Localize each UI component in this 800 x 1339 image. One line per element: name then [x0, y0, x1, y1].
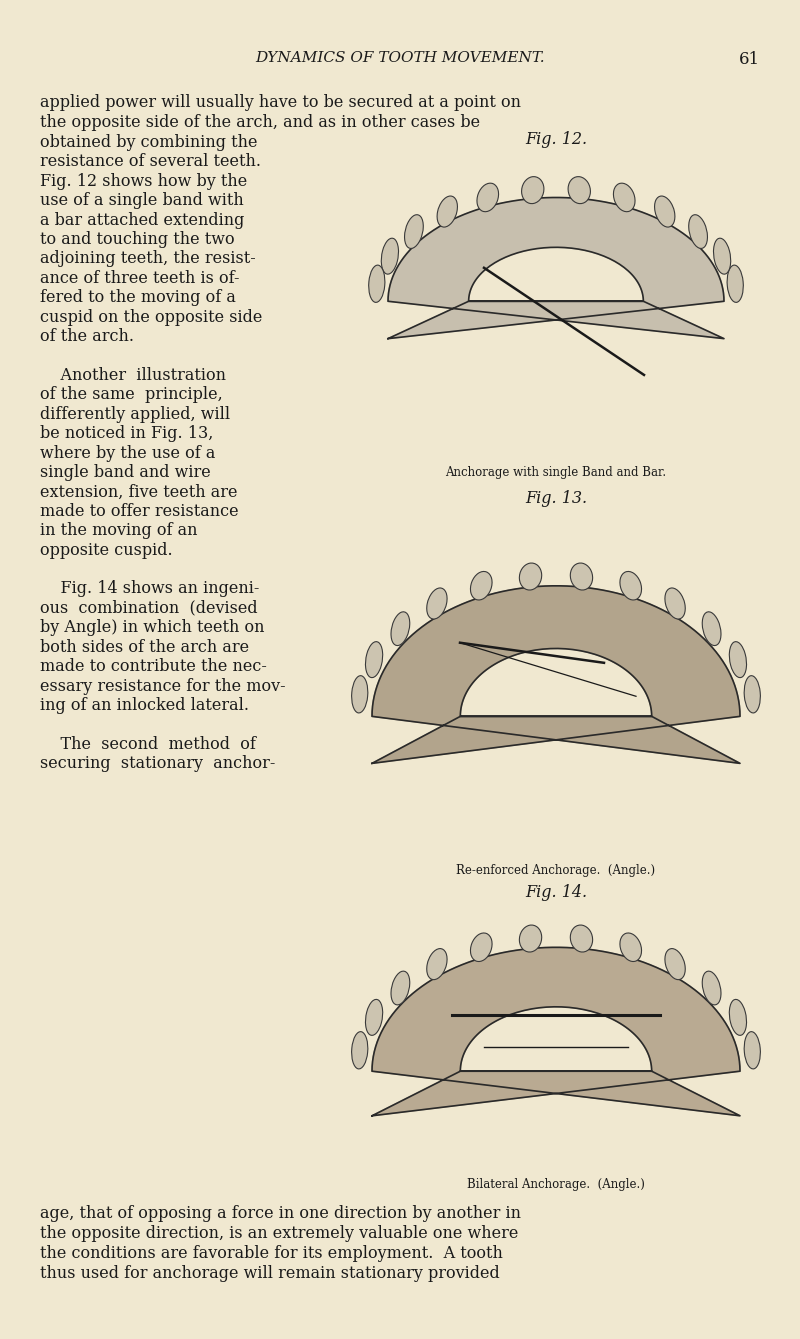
- Ellipse shape: [366, 999, 382, 1035]
- Ellipse shape: [382, 238, 398, 274]
- Text: cuspid on the opposite side: cuspid on the opposite side: [40, 308, 262, 325]
- Text: adjoining teeth, the resist-: adjoining teeth, the resist-: [40, 250, 256, 268]
- Ellipse shape: [391, 971, 410, 1004]
- Text: Anchorage with single Band and Bar.: Anchorage with single Band and Bar.: [446, 466, 666, 479]
- Text: fered to the moving of a: fered to the moving of a: [40, 289, 236, 307]
- Text: Fig. 14 shows an ingeni-: Fig. 14 shows an ingeni-: [40, 581, 259, 597]
- Text: ance of three teeth is of-: ance of three teeth is of-: [40, 270, 239, 287]
- Ellipse shape: [727, 265, 743, 303]
- Ellipse shape: [689, 214, 707, 249]
- Text: in the moving of an: in the moving of an: [40, 522, 198, 540]
- Text: ous  combination  (devised: ous combination (devised: [40, 600, 258, 617]
- Text: Re-enforced Anchorage.  (Angle.): Re-enforced Anchorage. (Angle.): [457, 864, 655, 877]
- Text: age, that of opposing a force in one direction by another in: age, that of opposing a force in one dir…: [40, 1205, 521, 1223]
- Ellipse shape: [714, 238, 730, 274]
- Text: of the same  principle,: of the same principle,: [40, 386, 222, 403]
- Text: Fig. 12.: Fig. 12.: [525, 131, 587, 149]
- Text: differently applied, will: differently applied, will: [40, 406, 230, 423]
- Ellipse shape: [470, 572, 492, 600]
- Polygon shape: [372, 586, 740, 763]
- Text: applied power will usually have to be secured at a point on: applied power will usually have to be se…: [40, 94, 521, 111]
- Text: obtained by combining the: obtained by combining the: [40, 134, 258, 151]
- Polygon shape: [372, 948, 740, 1115]
- Text: be noticed in Fig. 13,: be noticed in Fig. 13,: [40, 426, 214, 442]
- Text: DYNAMICS OF TOOTH MOVEMENT.: DYNAMICS OF TOOTH MOVEMENT.: [255, 51, 545, 64]
- Text: use of a single band with: use of a single band with: [40, 191, 244, 209]
- Text: thus used for anchorage will remain stationary provided: thus used for anchorage will remain stat…: [40, 1265, 500, 1283]
- Text: Bilateral Anchorage.  (Angle.): Bilateral Anchorage. (Angle.): [467, 1178, 645, 1192]
- Ellipse shape: [702, 612, 721, 645]
- Text: made to offer resistance: made to offer resistance: [40, 503, 238, 520]
- Ellipse shape: [620, 933, 642, 961]
- Ellipse shape: [568, 177, 590, 204]
- Text: 61: 61: [739, 51, 760, 68]
- Ellipse shape: [702, 971, 721, 1004]
- Ellipse shape: [730, 641, 746, 678]
- Text: of the arch.: of the arch.: [40, 328, 134, 345]
- Text: essary resistance for the mov-: essary resistance for the mov-: [40, 678, 286, 695]
- Text: both sides of the arch are: both sides of the arch are: [40, 639, 249, 656]
- Ellipse shape: [744, 1031, 760, 1069]
- Text: single band and wire: single band and wire: [40, 465, 210, 481]
- Text: the opposite direction, is an extremely valuable one where: the opposite direction, is an extremely …: [40, 1225, 518, 1243]
- Text: opposite cuspid.: opposite cuspid.: [40, 541, 173, 558]
- Text: a bar attached extending: a bar attached extending: [40, 212, 244, 229]
- Ellipse shape: [391, 612, 410, 645]
- Ellipse shape: [426, 948, 447, 980]
- Text: extension, five teeth are: extension, five teeth are: [40, 483, 238, 501]
- Polygon shape: [388, 198, 724, 339]
- Ellipse shape: [405, 214, 423, 249]
- Ellipse shape: [426, 588, 447, 619]
- Ellipse shape: [665, 948, 686, 980]
- Ellipse shape: [665, 588, 686, 619]
- Ellipse shape: [477, 183, 498, 212]
- Text: the opposite side of the arch, and as in other cases be: the opposite side of the arch, and as in…: [40, 114, 480, 131]
- Ellipse shape: [620, 572, 642, 600]
- Text: resistance of several teeth.: resistance of several teeth.: [40, 154, 261, 170]
- Ellipse shape: [570, 925, 593, 952]
- Ellipse shape: [352, 676, 368, 712]
- Text: securing  stationary  anchor-: securing stationary anchor-: [40, 755, 275, 773]
- Ellipse shape: [366, 641, 382, 678]
- Text: to and touching the two: to and touching the two: [40, 230, 234, 248]
- Ellipse shape: [519, 925, 542, 952]
- Ellipse shape: [654, 195, 675, 228]
- Ellipse shape: [614, 183, 635, 212]
- Text: made to contribute the nec-: made to contribute the nec-: [40, 659, 267, 675]
- Ellipse shape: [730, 999, 746, 1035]
- Text: the conditions are favorable for its employment.  A tooth: the conditions are favorable for its emp…: [40, 1245, 503, 1263]
- Ellipse shape: [437, 195, 458, 228]
- Ellipse shape: [470, 933, 492, 961]
- Text: Fig. 14.: Fig. 14.: [525, 884, 587, 901]
- Text: where by the use of a: where by the use of a: [40, 445, 215, 462]
- Ellipse shape: [522, 177, 544, 204]
- Ellipse shape: [744, 676, 760, 712]
- Text: The  second  method  of: The second method of: [40, 735, 256, 753]
- Text: ing of an inlocked lateral.: ing of an inlocked lateral.: [40, 696, 249, 714]
- Text: Fig. 12 shows how by the: Fig. 12 shows how by the: [40, 173, 247, 190]
- Ellipse shape: [369, 265, 385, 303]
- Ellipse shape: [519, 562, 542, 590]
- Ellipse shape: [352, 1031, 368, 1069]
- Text: Fig. 13.: Fig. 13.: [525, 490, 587, 507]
- Ellipse shape: [570, 562, 593, 590]
- Text: by Angle) in which teeth on: by Angle) in which teeth on: [40, 619, 265, 636]
- Text: Another  illustration: Another illustration: [40, 367, 226, 384]
